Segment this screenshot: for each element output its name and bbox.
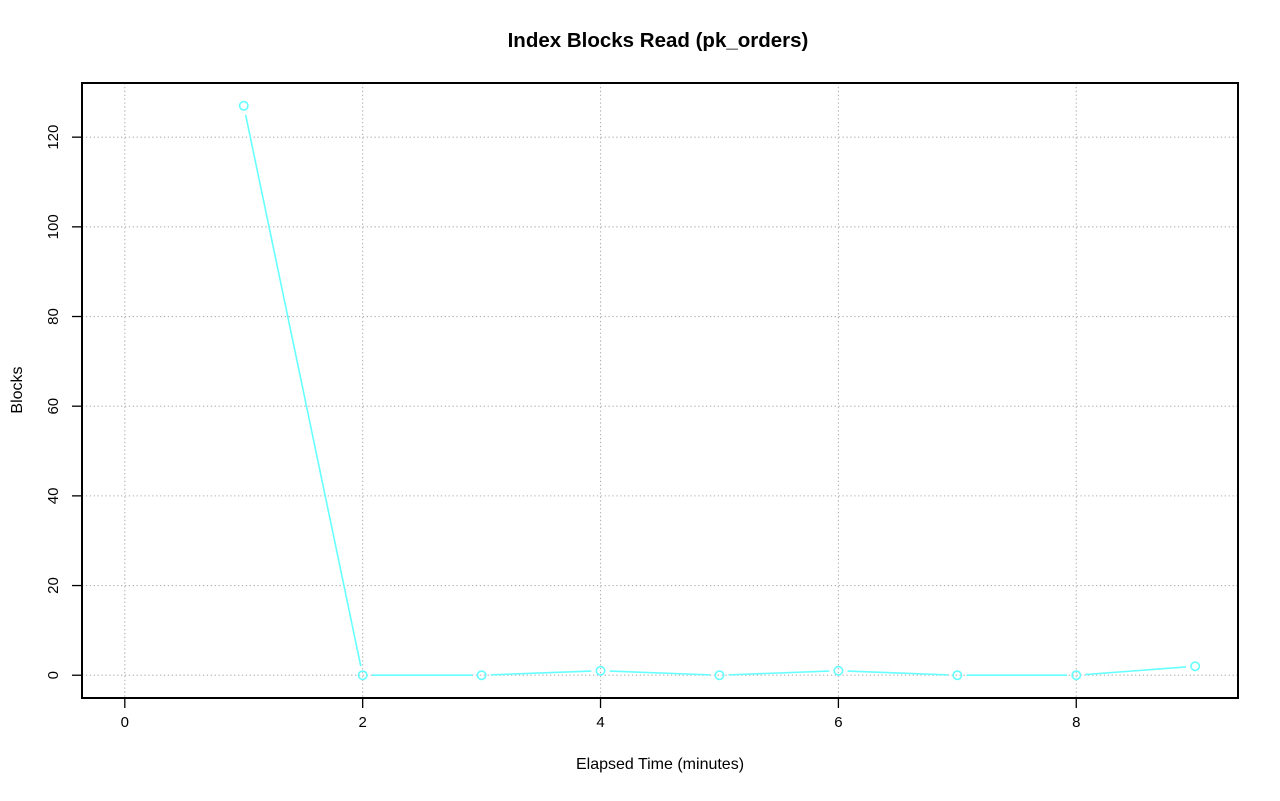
svg-text:Elapsed Time (minutes): Elapsed Time (minutes): [576, 756, 744, 773]
svg-text:4: 4: [596, 714, 604, 731]
svg-text:60: 60: [45, 398, 62, 415]
svg-text:120: 120: [45, 125, 62, 150]
svg-text:0: 0: [45, 671, 62, 679]
svg-text:80: 80: [45, 308, 62, 325]
svg-text:6: 6: [834, 714, 842, 731]
svg-text:0: 0: [121, 714, 129, 731]
svg-text:Index Blocks Read (pk_orders): Index Blocks Read (pk_orders): [508, 29, 809, 52]
svg-text:20: 20: [45, 577, 62, 594]
svg-text:100: 100: [45, 214, 62, 239]
svg-text:2: 2: [358, 714, 366, 731]
svg-text:8: 8: [1072, 714, 1080, 731]
svg-text:Blocks: Blocks: [9, 366, 26, 413]
svg-text:40: 40: [45, 488, 62, 505]
